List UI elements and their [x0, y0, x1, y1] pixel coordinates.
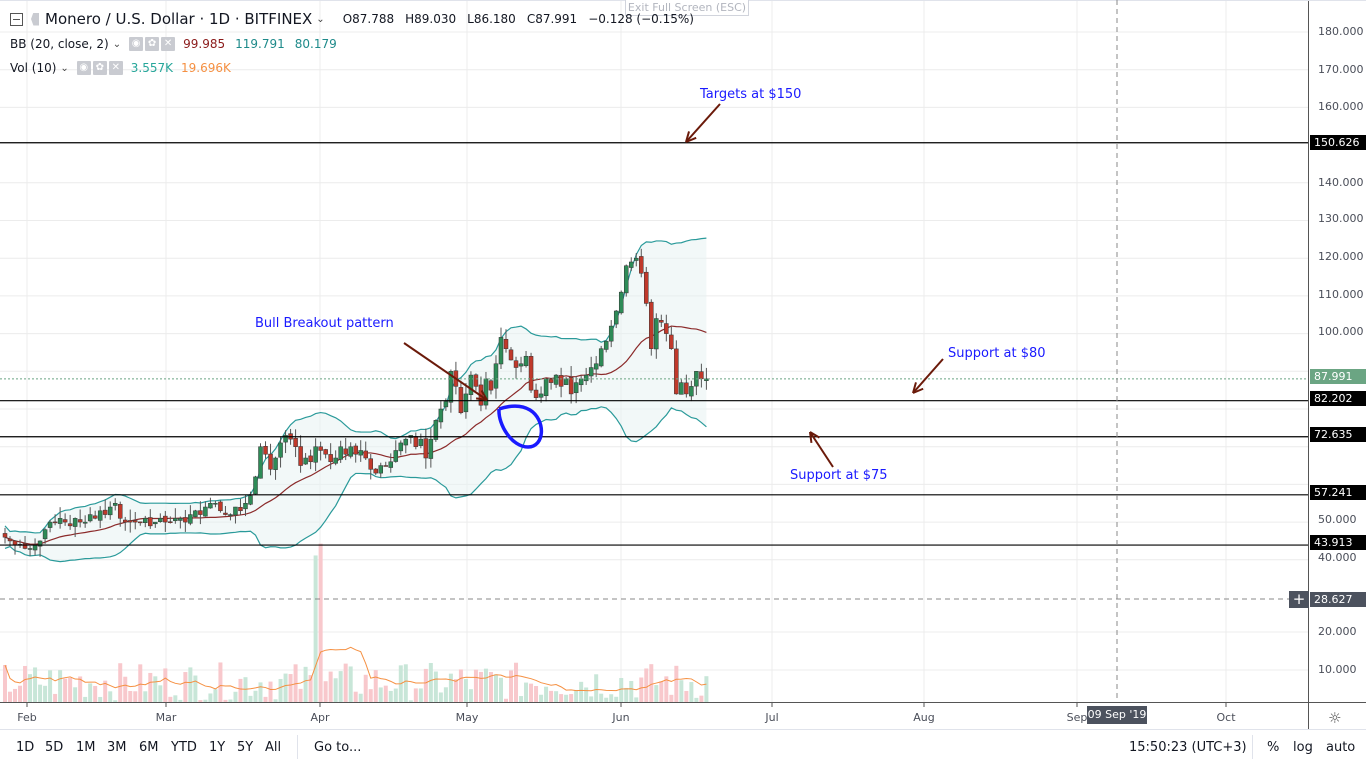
annotation-support-75[interactable]: Support at $75 — [790, 468, 888, 483]
price-tick: 170.000 — [1318, 63, 1364, 76]
goto-button[interactable]: Go to... — [314, 740, 362, 755]
level-tag-82: 82.202 — [1310, 391, 1366, 406]
range-1m[interactable]: 1M — [76, 740, 96, 755]
price-tick: 140.000 — [1318, 176, 1364, 189]
range-1d[interactable]: 1D — [16, 740, 35, 755]
bb-basis-value: 99.985 — [183, 37, 226, 51]
close-value: C87.991 — [526, 12, 578, 26]
gear-icon[interactable]: ✿ — [145, 37, 160, 51]
annotation-breakout[interactable]: Bull Breakout pattern — [255, 316, 394, 331]
volume-value: 3.557K — [130, 61, 174, 75]
price-tick: 120.000 — [1318, 250, 1364, 263]
clock-timezone[interactable]: 15:50:23 (UTC+3) — [1129, 740, 1247, 755]
collapse-legend-icon[interactable] — [10, 12, 23, 26]
gear-icon[interactable]: ✿ — [92, 61, 107, 75]
eye-icon[interactable]: ◉ — [76, 61, 91, 75]
volume-tick: 10.000 — [1318, 663, 1357, 676]
log-toggle[interactable]: log — [1293, 740, 1313, 755]
range-3m[interactable]: 3M — [107, 740, 127, 755]
close-icon[interactable]: ✕ — [161, 37, 176, 51]
time-tick: Sep — [1066, 711, 1088, 724]
annotation-target[interactable]: Targets at $150 — [700, 87, 802, 102]
price-tick: 160.000 — [1318, 100, 1364, 113]
volume-tick: 20.000 — [1318, 625, 1357, 638]
change-value: −0.128 (−0.15%) — [588, 12, 694, 26]
vol-indicator-row: Vol (10) ⌄ ◉ ✿ ✕ 3.557K 19.696K — [10, 61, 231, 75]
close-icon[interactable]: ✕ — [108, 61, 123, 75]
volume-ma-value: 19.696K — [181, 61, 231, 75]
price-tick: 40.000 — [1318, 551, 1357, 564]
crosshair-date-label: 09 Sep '19 — [1087, 706, 1147, 724]
eye-icon[interactable]: ◉ — [129, 37, 144, 51]
level-tag-72: 72.635 — [1310, 427, 1366, 442]
price-tick: 50.000 — [1318, 513, 1357, 526]
range-1y[interactable]: 1Y — [209, 740, 226, 755]
time-tick: Jun — [612, 711, 630, 724]
bottom-toolbar — [0, 729, 1366, 769]
time-tick: Oct — [1216, 711, 1236, 724]
high-value: H89.030 — [405, 12, 457, 26]
range-all[interactable]: All — [265, 740, 282, 755]
open-value: O87.788 — [342, 12, 395, 26]
exit-fullscreen-tooltip[interactable]: Exit Full Screen (ESC) — [625, 0, 749, 16]
add-plus-icon[interactable]: + — [1289, 591, 1309, 608]
vol-label[interactable]: Vol (10) — [10, 61, 57, 75]
symbol-row: Monero / U.S. Dollar · 1D · BITFINEX ⌄ O… — [10, 10, 694, 28]
bb-label[interactable]: BB (20, close, 2) — [10, 37, 109, 51]
range-6m[interactable]: 6M — [139, 740, 159, 755]
time-tick: Jul — [765, 711, 779, 724]
symbol-title[interactable]: Monero / U.S. Dollar · 1D · BITFINEX — [45, 10, 313, 28]
time-tick: Feb — [17, 711, 37, 724]
time-tick: Apr — [310, 711, 330, 724]
bb-indicator-row: BB (20, close, 2) ⌄ ◉ ✿ ✕ 99.985 119.791… — [10, 37, 337, 51]
ohlc-values: O87.788 H89.030 L86.180 C87.991 −0.128 (… — [343, 12, 694, 26]
price-tick: 180.000 — [1318, 25, 1364, 38]
range-ytd[interactable]: YTD — [171, 740, 197, 755]
toolbar-divider — [297, 735, 298, 759]
auto-toggle[interactable]: auto — [1326, 740, 1356, 755]
percent-toggle[interactable]: % — [1267, 740, 1280, 755]
price-chart[interactable] — [0, 0, 1366, 730]
range-5d[interactable]: 5D — [45, 740, 64, 755]
price-tick: 100.000 — [1318, 325, 1364, 338]
bb-lower-value: 80.179 — [294, 37, 337, 51]
toolbar-divider — [1252, 735, 1253, 759]
last-price-tag: 87.991 — [1310, 369, 1366, 384]
chevron-down-icon[interactable]: ⌄ — [316, 13, 325, 25]
chevron-down-icon[interactable]: ⌄ — [60, 62, 69, 74]
crosshair-price-tag: 28.627 — [1310, 592, 1366, 607]
flag-icon[interactable] — [31, 12, 39, 26]
level-tag-43: 43.913 — [1310, 535, 1366, 550]
bb-upper-value: 119.791 — [235, 37, 285, 51]
time-tick: Mar — [155, 711, 177, 724]
annotation-support-80[interactable]: Support at $80 — [948, 346, 1046, 361]
time-tick: May — [455, 711, 479, 724]
price-tick: 110.000 — [1318, 288, 1364, 301]
price-tick: 130.000 — [1318, 212, 1364, 225]
time-tick: Aug — [913, 711, 935, 724]
level-tag-150: 150.626 — [1310, 135, 1366, 150]
low-value: L86.180 — [467, 12, 516, 26]
settings-gear-icon[interactable]: ☼ — [1328, 709, 1342, 727]
range-5y[interactable]: 5Y — [237, 740, 254, 755]
level-tag-57: 57.241 — [1310, 485, 1366, 500]
chevron-down-icon[interactable]: ⌄ — [112, 38, 122, 50]
